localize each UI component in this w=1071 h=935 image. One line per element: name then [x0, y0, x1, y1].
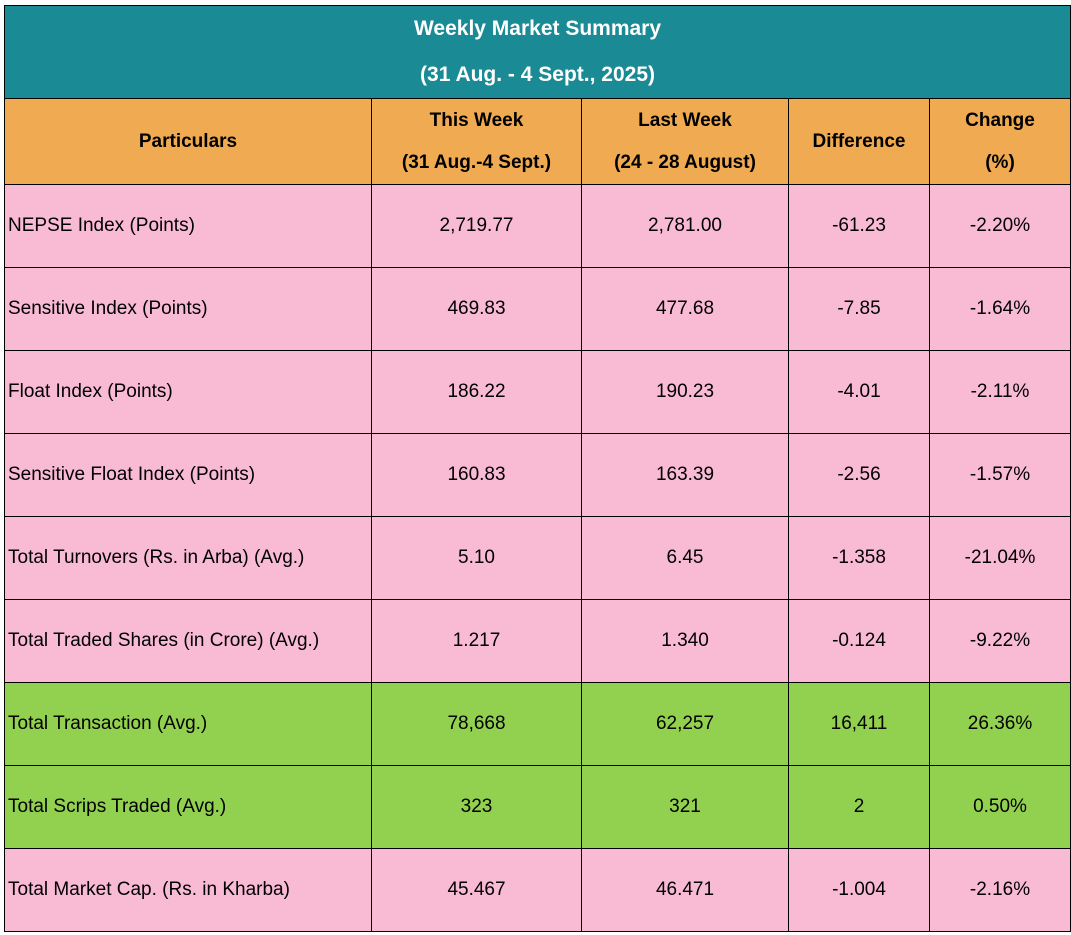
header-this-week-range: (31 Aug.-4 Sept.) [401, 151, 552, 173]
row-this-week: 2,719.77 [371, 184, 582, 268]
table-row: Total Turnovers (Rs. in Arba) (Avg.) 5.1… [4, 516, 1071, 600]
row-difference: -7.85 [788, 267, 930, 351]
row-particular: Total Transaction (Avg.) [4, 682, 372, 766]
row-difference: -4.01 [788, 350, 930, 434]
header-change-unit: (%) [985, 151, 1015, 173]
row-this-week: 45.467 [371, 848, 582, 932]
row-change: -2.16% [928, 848, 1071, 932]
row-difference: -61.23 [788, 184, 930, 268]
header-last-week-range: (24 - 28 August) [614, 151, 756, 173]
row-particular: Total Market Cap. (Rs. in Kharba) [4, 848, 372, 932]
row-particular: Float Index (Points) [4, 350, 372, 434]
row-last-week: 2,781.00 [581, 184, 789, 268]
table-row: NEPSE Index (Points) 2,719.77 2,781.00 -… [4, 184, 1071, 268]
row-particular: Total Turnovers (Rs. in Arba) (Avg.) [4, 516, 372, 600]
row-change: 0.50% [928, 765, 1071, 849]
row-change: -9.22% [928, 599, 1071, 683]
row-last-week: 321 [581, 765, 789, 849]
title-row: Weekly Market Summary (31 Aug. - 4 Sept.… [3, 5, 1071, 99]
date-range: (31 Aug. - 4 Sept., 2025) [420, 63, 655, 86]
row-change: -2.20% [928, 184, 1071, 268]
row-particular: NEPSE Index (Points) [4, 184, 372, 268]
header-difference: Difference [788, 98, 930, 185]
row-last-week: 6.45 [581, 516, 789, 600]
header-last-week-label: Last Week [638, 109, 732, 131]
row-change: -2.11% [928, 350, 1071, 434]
table-row: Sensitive Float Index (Points) 160.83 16… [4, 433, 1071, 517]
row-difference: -1.358 [788, 516, 930, 600]
header-this-week-label: This Week [429, 109, 524, 131]
market-summary-container: Weekly Market Summary (31 Aug. - 4 Sept.… [3, 5, 1071, 932]
row-this-week: 5.10 [371, 516, 582, 600]
header-change-label: Change [965, 109, 1035, 131]
title-text: Weekly Market Summary [413, 17, 662, 40]
row-this-week: 78,668 [371, 682, 582, 766]
table-row: Total Transaction (Avg.) 78,668 62,257 1… [4, 682, 1071, 766]
row-last-week: 190.23 [581, 350, 789, 434]
row-last-week: 46.471 [581, 848, 789, 932]
header-row: Particulars This Week (31 Aug.-4 Sept.) … [4, 98, 1071, 185]
row-change: -1.57% [928, 433, 1071, 517]
row-particular: Total Scrips Traded (Avg.) [4, 765, 372, 849]
table-row: Total Scrips Traded (Avg.) 323 321 2 0.5… [4, 765, 1071, 849]
header-change: Change (%) [928, 98, 1071, 185]
row-this-week: 469.83 [371, 267, 582, 351]
row-change: 26.36% [928, 682, 1071, 766]
header-particulars: Particulars [4, 98, 372, 185]
row-change: -1.64% [928, 267, 1071, 351]
row-this-week: 160.83 [371, 433, 582, 517]
header-last-week: Last Week (24 - 28 August) [581, 98, 789, 185]
table-row: Sensitive Index (Points) 469.83 477.68 -… [4, 267, 1071, 351]
table-row: Total Traded Shares (in Crore) (Avg.) 1.… [4, 599, 1071, 683]
row-last-week: 62,257 [581, 682, 789, 766]
header-this-week: This Week (31 Aug.-4 Sept.) [371, 98, 582, 185]
row-last-week: 477.68 [581, 267, 789, 351]
table-row: Total Market Cap. (Rs. in Kharba) 45.467… [4, 848, 1071, 932]
row-this-week: 323 [371, 765, 582, 849]
row-difference: 16,411 [788, 682, 930, 766]
row-difference: 2 [788, 765, 930, 849]
table-row: Float Index (Points) 186.22 190.23 -4.01… [4, 350, 1071, 434]
row-difference: -0.124 [788, 599, 930, 683]
row-this-week: 1.217 [371, 599, 582, 683]
row-particular: Sensitive Index (Points) [4, 267, 372, 351]
row-change: -21.04% [928, 516, 1071, 600]
table-title: Weekly Market Summary (31 Aug. - 4 Sept.… [3, 5, 1071, 99]
weekly-market-summary-table: Weekly Market Summary (31 Aug. - 4 Sept.… [3, 5, 1071, 932]
row-this-week: 186.22 [371, 350, 582, 434]
row-last-week: 163.39 [581, 433, 789, 517]
row-last-week: 1.340 [581, 599, 789, 683]
row-particular: Sensitive Float Index (Points) [4, 433, 372, 517]
row-difference: -2.56 [788, 433, 930, 517]
row-particular: Total Traded Shares (in Crore) (Avg.) [4, 599, 372, 683]
row-difference: -1.004 [788, 848, 930, 932]
